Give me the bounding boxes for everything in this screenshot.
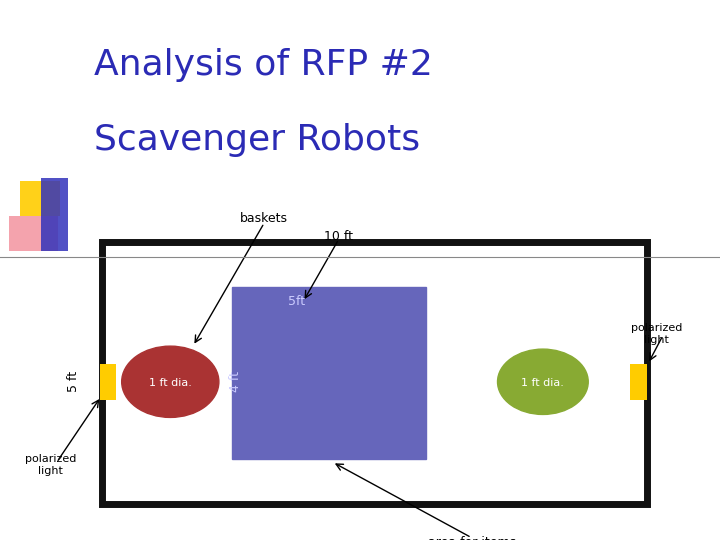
Text: Scavenger Robots: Scavenger Robots [94, 124, 420, 157]
Text: 10 ft: 10 ft [324, 230, 354, 243]
Text: 4 ft: 4 ft [228, 372, 242, 392]
Text: 1 ft dia.: 1 ft dia. [521, 378, 564, 388]
Ellipse shape [498, 349, 588, 415]
Bar [20, 181, 60, 216]
Bar [631, 364, 647, 400]
Bar [99, 364, 116, 400]
Text: polarized
light: polarized light [631, 323, 682, 345]
Text: area for items: area for items [428, 536, 516, 540]
Text: Analysis of RFP #2: Analysis of RFP #2 [94, 48, 433, 82]
Bar [232, 287, 426, 459]
Text: 1 ft dia.: 1 ft dia. [149, 378, 192, 388]
Ellipse shape [122, 346, 219, 417]
Text: baskets: baskets [240, 212, 288, 225]
Bar [102, 242, 647, 503]
Bar [9, 216, 58, 251]
Text: 5 ft: 5 ft [66, 371, 80, 393]
Bar [41, 178, 68, 251]
Text: 5ft: 5ft [288, 295, 305, 308]
Text: polarized
light: polarized light [24, 454, 76, 476]
